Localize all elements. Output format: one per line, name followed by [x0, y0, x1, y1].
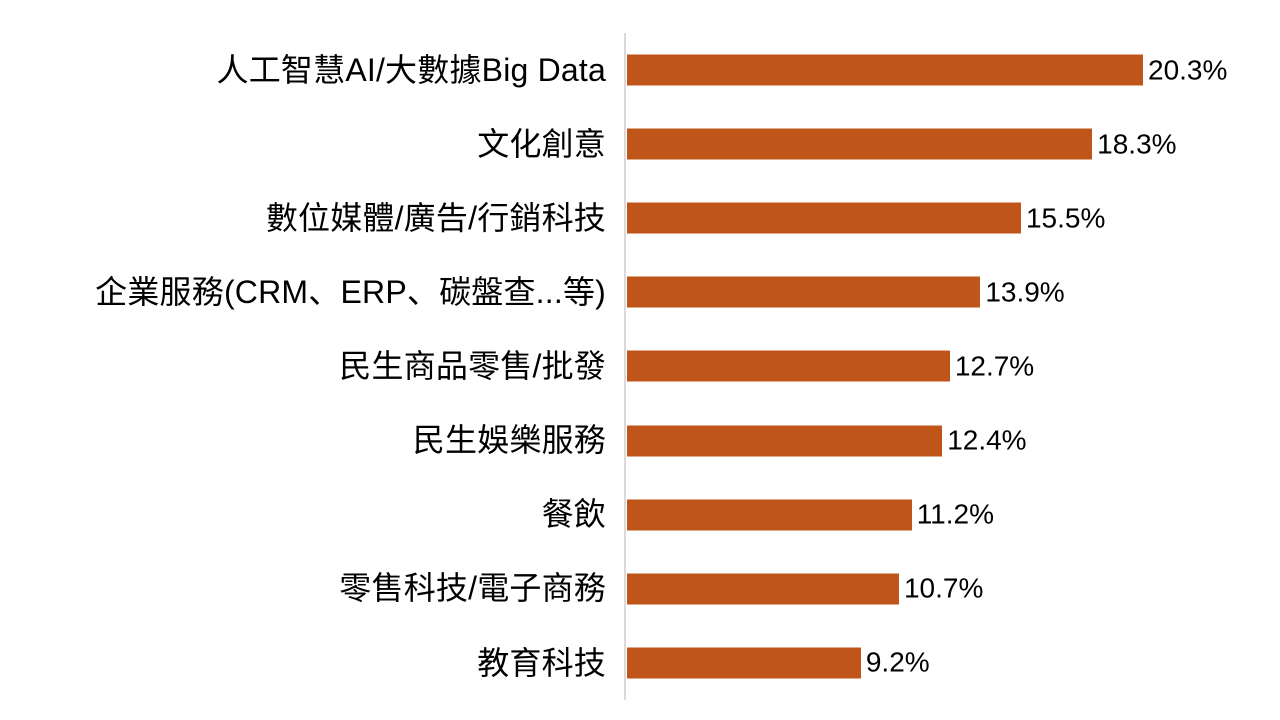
category-axis-line — [624, 33, 626, 700]
bar-value-label: 13.9% — [985, 276, 1065, 308]
bar-group: 12.7% — [627, 350, 1035, 382]
bar-value-label: 12.7% — [954, 350, 1035, 382]
bar-value-label: 18.3% — [1097, 128, 1177, 160]
bar-group: 15.5% — [627, 202, 1106, 234]
bar[interactable] — [627, 647, 861, 679]
bar-row: 教育科技 9.2% — [0, 626, 1280, 700]
bar[interactable] — [627, 202, 1021, 234]
bar-rows-container: 人工智慧AI/大數據Big Data 20.3% 文化創意 18.3% 數位媒體/廣告/… — [0, 33, 1280, 700]
bar-row: 餐飲 11.2% — [0, 478, 1280, 552]
bar-value-label: 9.2% — [865, 646, 930, 678]
bar-row: 企業服務(CRM、ERP、碳盤查...等) 13.9% — [0, 255, 1280, 329]
bar[interactable] — [627, 128, 1093, 160]
bar-group: 9.2% — [627, 646, 930, 679]
category-label: 民生商品零售/批發 — [339, 348, 606, 385]
category-label: 數位媒體/廣告/行銷科技 — [265, 199, 606, 236]
bar-value-label: 10.7% — [903, 572, 984, 604]
category-label: 文化創意 — [477, 125, 606, 162]
bar-group: 20.3% — [627, 54, 1228, 86]
bar-group: 12.4% — [627, 424, 1027, 457]
bar-group: 13.9% — [627, 276, 1065, 308]
category-label: 企業服務(CRM、ERP、碳盤查...等) — [95, 273, 606, 310]
bar-value-label: 11.2% — [916, 498, 995, 530]
category-label: 教育科技 — [477, 644, 606, 681]
bar-row: 民生娛樂服務 12.4% — [0, 404, 1280, 478]
bar[interactable] — [627, 499, 912, 531]
bar-group: 11.2% — [627, 498, 995, 531]
bar[interactable] — [627, 425, 943, 457]
bar-value-label: 20.3% — [1148, 54, 1228, 86]
bar-row: 人工智慧AI/大數據Big Data 20.3% — [0, 33, 1280, 107]
bar[interactable] — [627, 350, 950, 382]
bar-value-label: 12.4% — [947, 424, 1027, 456]
category-label: 民生娛樂服務 — [412, 422, 606, 459]
bar[interactable] — [627, 54, 1143, 86]
bar-row: 文化創意 18.3% — [0, 107, 1280, 181]
category-label: 零售科技/電子商務 — [339, 570, 606, 607]
bar[interactable] — [627, 573, 899, 605]
bar-value-label: 15.5% — [1025, 202, 1106, 234]
bar[interactable] — [627, 276, 981, 308]
bar-row: 數位媒體/廣告/行銷科技 15.5% — [0, 181, 1280, 255]
category-label: 人工智慧AI/大數據Big Data — [216, 51, 606, 88]
bar-row: 民生商品零售/批發 12.7% — [0, 329, 1280, 403]
bar-group: 10.7% — [627, 572, 984, 605]
category-label: 餐飲 — [541, 496, 606, 533]
bar-row: 零售科技/電子商務 10.7% — [0, 552, 1280, 626]
bar-group: 18.3% — [627, 128, 1177, 160]
